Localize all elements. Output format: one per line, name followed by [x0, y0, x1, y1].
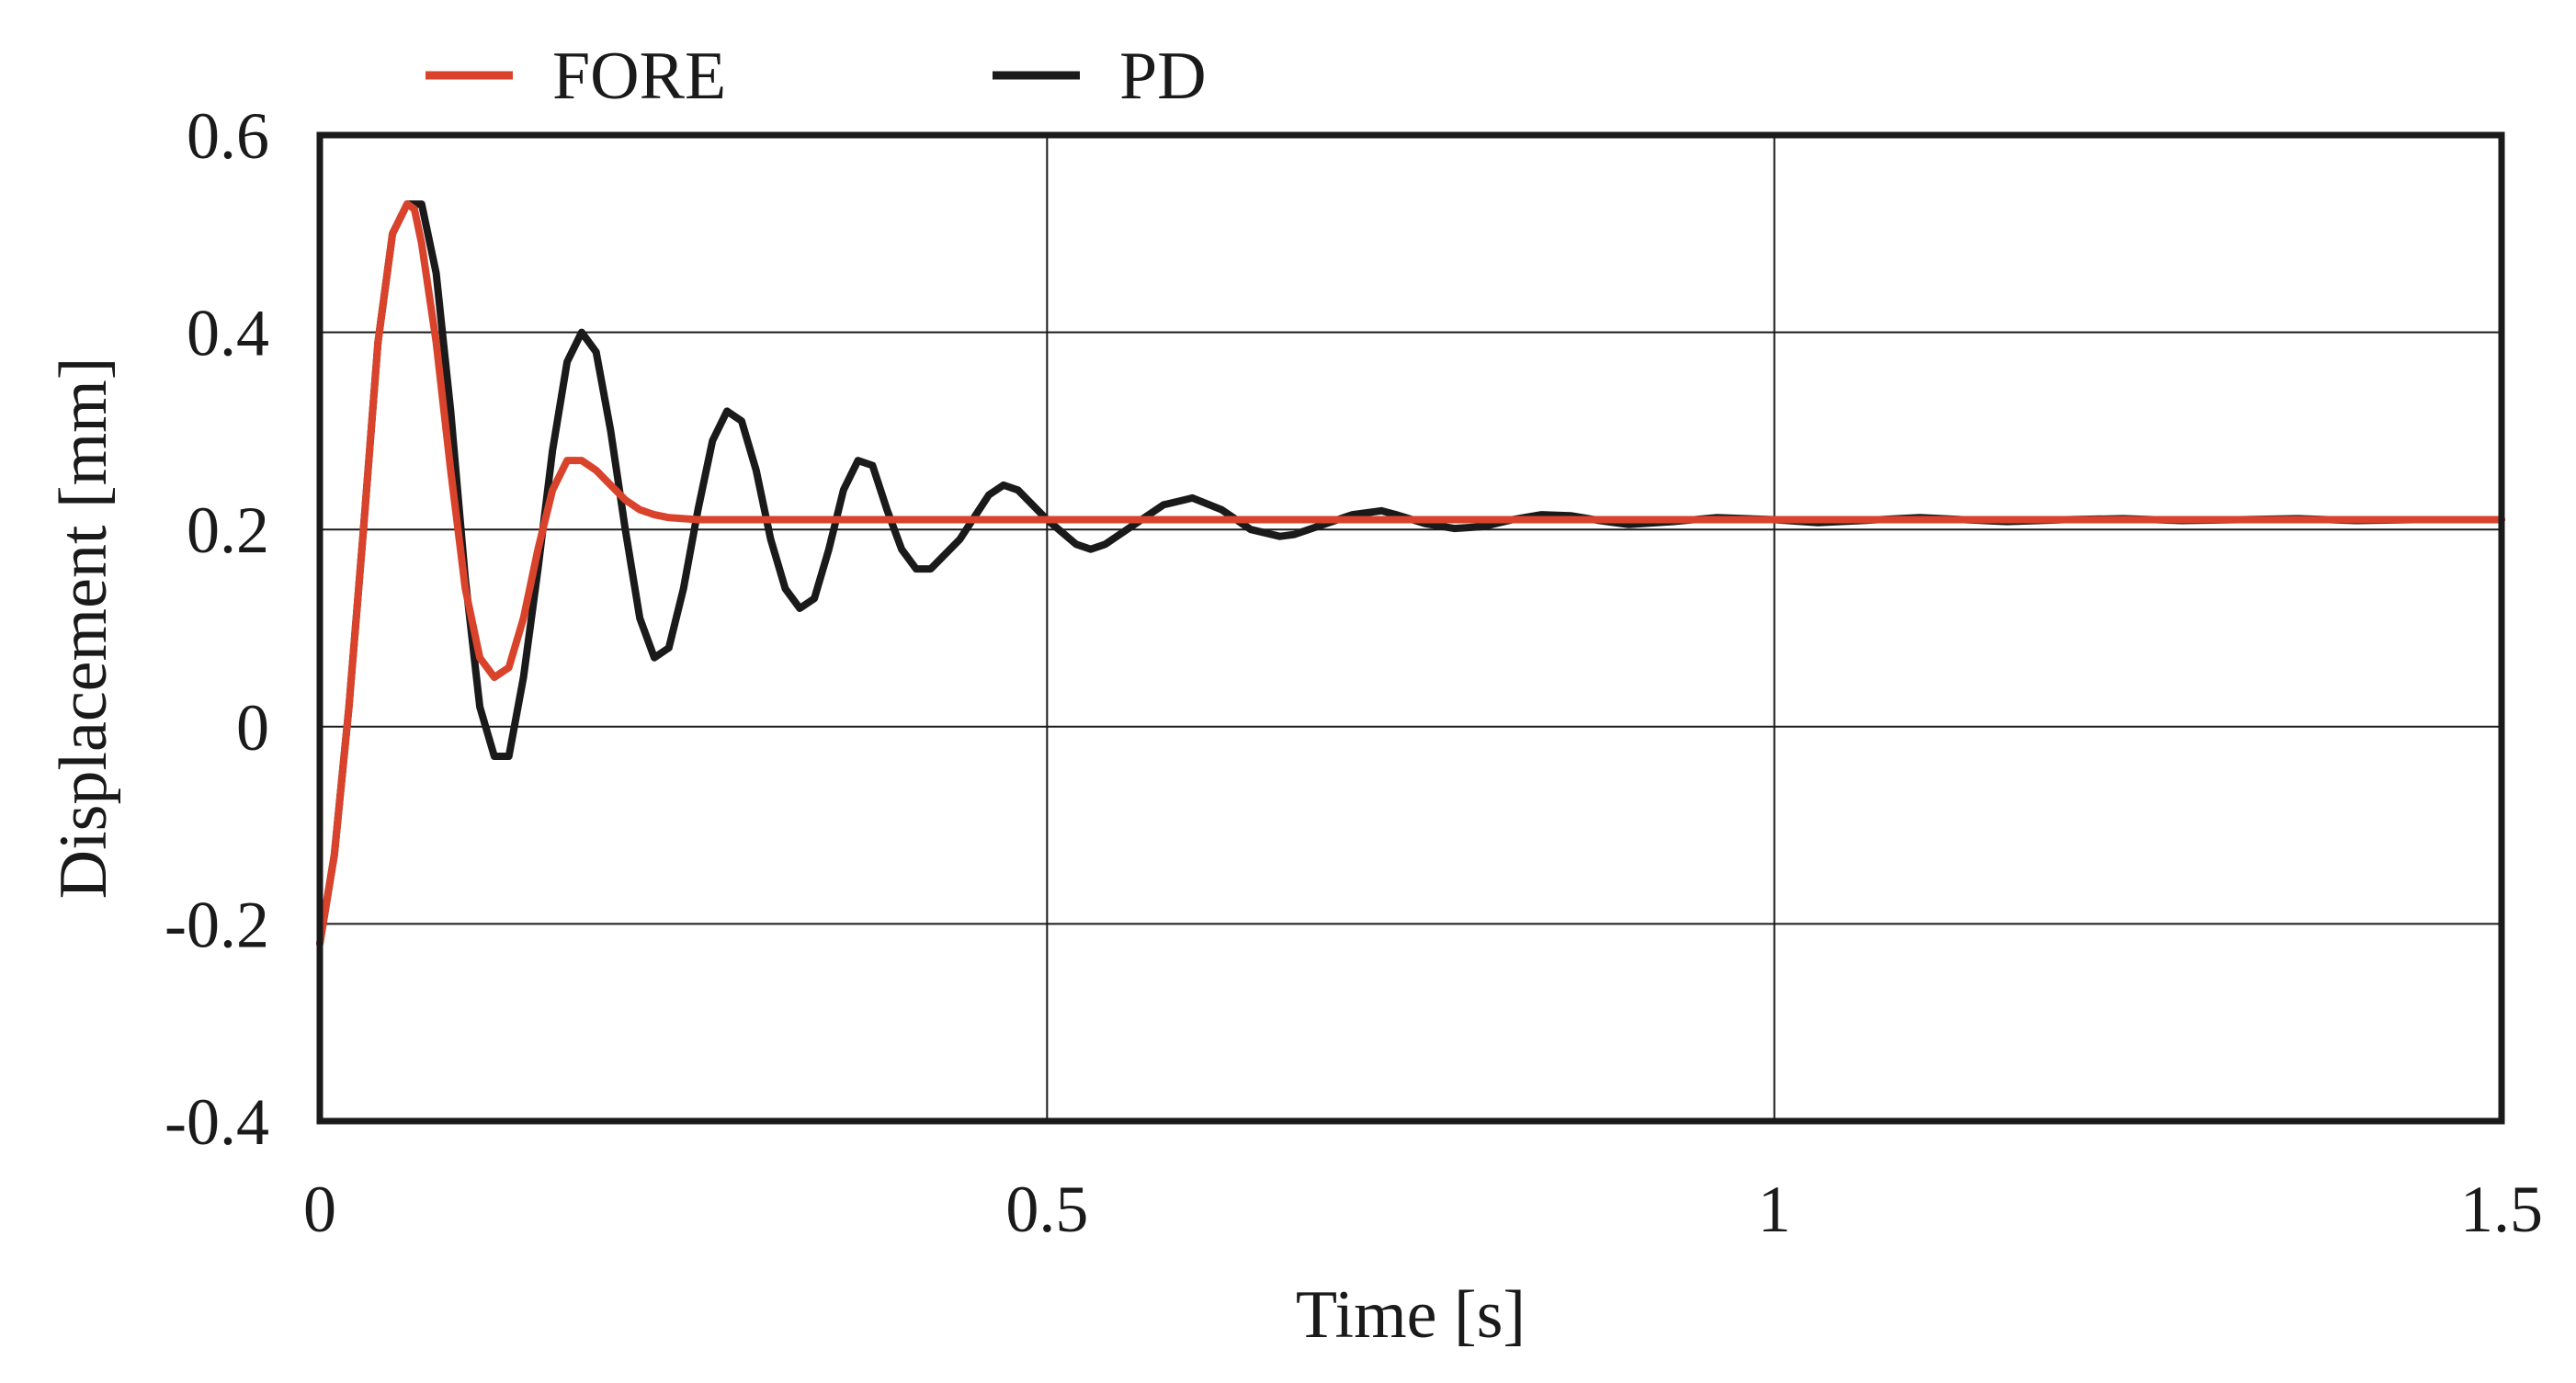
- legend-label-fore: FORE: [552, 39, 726, 114]
- x-axis-title: Time [s]: [1296, 1277, 1526, 1353]
- legend: FORE PD: [426, 39, 1207, 114]
- plot-frame: [316, 131, 2505, 1125]
- x-tick-label: 1: [1758, 1173, 1791, 1246]
- x-tick-labels: 0 0.5 1 1.5: [303, 1173, 2543, 1246]
- grid-lines: [320, 135, 2502, 1121]
- x-tick-label: 0.5: [1005, 1173, 1088, 1246]
- series-layer: [316, 200, 2505, 947]
- legend-label-pd: PD: [1119, 39, 1207, 114]
- y-tick-label: 0: [236, 691, 269, 765]
- x-tick-label: 1.5: [2460, 1173, 2543, 1246]
- series-line-pd: [316, 200, 2505, 947]
- y-tick-label: 0.2: [187, 493, 269, 567]
- series-line-fore: [316, 200, 2505, 947]
- y-tick-label: 0.4: [187, 297, 269, 370]
- y-tick-label: 0.6: [187, 99, 269, 173]
- y-tick-label: -0.4: [165, 1085, 269, 1159]
- y-tick-labels: -0.4 -0.2 0 0.2 0.4 0.6: [165, 99, 269, 1159]
- y-axis-title: Displacement [mm]: [46, 357, 121, 900]
- x-tick-label: 0: [303, 1173, 336, 1246]
- y-tick-label: -0.2: [165, 888, 269, 961]
